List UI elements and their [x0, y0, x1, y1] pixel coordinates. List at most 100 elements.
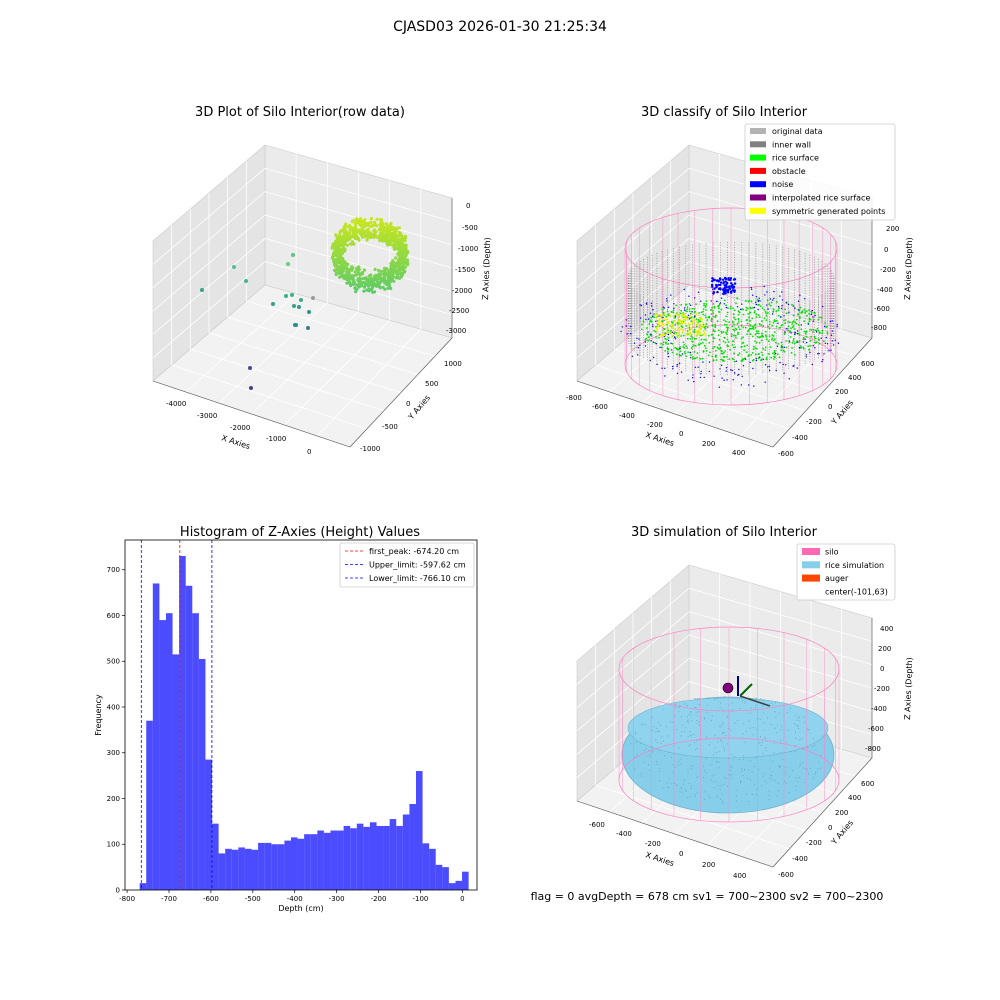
- rice-simulation-mesh-point: [774, 711, 776, 713]
- rice-surface-point: [778, 307, 780, 310]
- raw-data-point: [335, 249, 339, 253]
- rice-simulation-mesh-point: [680, 787, 682, 789]
- histogram-y-tick-label: 400: [107, 703, 120, 711]
- rice-surface-point: [744, 326, 747, 329]
- rice-surface-point: [818, 338, 820, 341]
- noise-point: [719, 283, 722, 287]
- rice-surface-point: [702, 350, 705, 352]
- noise-point: [810, 313, 812, 316]
- rice-surface-point: [686, 306, 689, 308]
- rice-surface-point: [763, 317, 766, 320]
- rice-surface-point: [732, 322, 734, 324]
- rice-surface-point: [757, 353, 760, 356]
- rice-surface-point: [720, 349, 723, 352]
- raw-z-tick: -1500: [455, 266, 475, 274]
- rice-surface-point: [705, 323, 708, 325]
- rice-surface-point: [658, 337, 660, 339]
- axis-line-x: [576, 380, 774, 448]
- noise-point: [631, 355, 634, 357]
- symmetric-point: [660, 324, 663, 327]
- rice-simulation-mesh-point: [717, 785, 719, 786]
- rice-surface-point: [727, 326, 729, 329]
- panel-histogram: Histogram of Z-Axies (Height) Values -80…: [94, 525, 478, 913]
- noise-point: [733, 282, 737, 285]
- rice-surface-point: [737, 310, 740, 313]
- raw-data-point: [338, 272, 342, 276]
- noise-point: [836, 323, 838, 326]
- rice-simulation-mesh-point: [743, 723, 745, 725]
- histogram-bar: [435, 864, 443, 890]
- rice-surface-point: [729, 348, 731, 351]
- noise-point: [814, 314, 816, 317]
- rice-surface-point: [738, 321, 740, 323]
- rice-surface-point: [789, 336, 792, 338]
- rice-surface-point: [743, 349, 745, 352]
- rice-surface-point: [786, 327, 789, 330]
- rice-simulation-top: [627, 697, 829, 759]
- rice-simulation-mesh-point: [655, 739, 657, 740]
- noise-point: [759, 356, 761, 358]
- rice-simulation-mesh-point: [711, 775, 713, 777]
- rice-simulation-mesh-point: [714, 787, 716, 788]
- rice-surface-point: [678, 354, 681, 357]
- rice-simulation-mesh-point: [680, 716, 682, 718]
- rice-surface-point: [771, 334, 774, 337]
- symmetric-point: [691, 321, 694, 324]
- rice-surface-point: [727, 341, 730, 343]
- rice-surface-point: [785, 312, 788, 315]
- noise-point: [771, 313, 774, 315]
- noise-point: [826, 343, 829, 345]
- rice-simulation-mesh-point: [762, 752, 764, 754]
- noise-point: [805, 341, 808, 344]
- noise-point: [834, 339, 836, 341]
- rice-simulation-mesh-point: [659, 768, 661, 770]
- rice-surface-point: [694, 344, 697, 347]
- noise-point: [759, 300, 761, 302]
- histogram-bar: [198, 658, 206, 890]
- rice-surface-point: [775, 310, 778, 313]
- raw-data-point: [339, 258, 343, 262]
- rice-surface-point: [641, 323, 643, 326]
- rice-surface-point: [753, 311, 756, 314]
- rice-simulation-mesh-point: [735, 800, 737, 802]
- rice-surface-point: [691, 307, 694, 310]
- classify-x-label: X Axies: [644, 430, 675, 448]
- rice-surface-point: [664, 350, 667, 352]
- rice-surface-point: [645, 337, 647, 340]
- noise-point: [647, 331, 649, 333]
- simulation-legend-swatch: [802, 548, 820, 555]
- rice-simulation-mesh-point: [795, 777, 797, 779]
- raw-data-point: [345, 243, 349, 247]
- rice-surface-point: [733, 309, 736, 312]
- rice-simulation-mesh-point: [657, 730, 659, 732]
- symmetric-point: [657, 324, 660, 327]
- rice-surface-point: [740, 346, 743, 348]
- rice-simulation-mesh-point: [719, 707, 721, 709]
- noise-point: [730, 291, 733, 294]
- raw-data-point: [381, 285, 385, 289]
- noise-point: [731, 283, 734, 287]
- noise-point: [802, 341, 804, 343]
- symmetric-point: [683, 313, 686, 316]
- histogram-bar: [383, 825, 390, 890]
- rice-surface-point: [749, 324, 752, 326]
- rice-simulation-mesh-point: [690, 765, 692, 766]
- rice-simulation-mesh-point: [684, 789, 686, 791]
- noise-point: [805, 356, 808, 358]
- noise-point: [830, 334, 833, 336]
- rice-simulation-mesh-point: [704, 791, 706, 793]
- rice-simulation-mesh-point: [769, 768, 771, 770]
- rice-surface-point: [767, 312, 769, 314]
- rice-surface-point: [800, 347, 803, 349]
- rice-simulation-mesh-point: [719, 789, 721, 790]
- rice-surface-point: [703, 326, 706, 329]
- noise-point: [822, 305, 824, 308]
- raw-data-point: [340, 274, 344, 279]
- classify-z-tick: -200: [880, 266, 896, 274]
- rice-surface-point: [649, 334, 652, 337]
- rice-simulation-mesh-point: [694, 795, 696, 797]
- raw-data-point: [393, 266, 397, 270]
- rice-simulation-mesh-point: [675, 707, 677, 708]
- rice-simulation-mesh-point: [720, 798, 722, 800]
- rice-simulation-mesh-point: [822, 735, 824, 737]
